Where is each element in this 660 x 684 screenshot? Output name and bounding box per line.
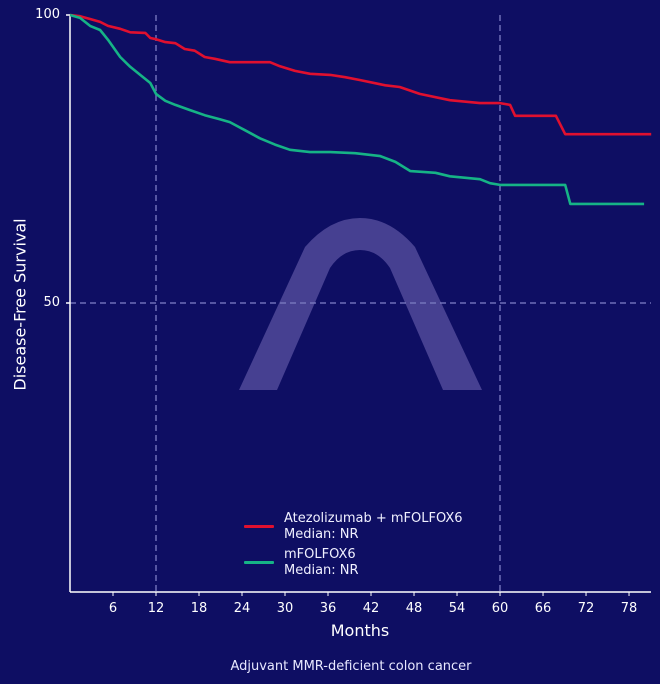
y-axis-label: Disease-Free Survival (10, 218, 30, 391)
legend-label: Atezolizumab + mFOLFOX6 (284, 511, 463, 526)
x-tick-label: 60 (491, 601, 509, 616)
legend-item-mfolfox6: mFOLFOX6 Median: NR (244, 547, 463, 579)
x-tick-label: 12 (147, 601, 165, 616)
x-tick-label: 42 (362, 601, 380, 616)
x-tick-label: 6 (108, 601, 118, 616)
y-tick-50: 50 (43, 295, 60, 310)
chart-caption: Adjuvant MMR-deficient colon cancer (230, 659, 472, 674)
x-tick-label: 66 (534, 601, 552, 616)
series-mfolfox6 (69, 13, 645, 206)
x-tick-label: 30 (276, 601, 294, 616)
x-tick-label: 36 (319, 601, 337, 616)
axes (66, 14, 651, 593)
y-tick-100: 100 (35, 7, 60, 22)
series-atezolizumab-mfolfox6 (69, 13, 652, 136)
legend-median: Median: NR (284, 527, 359, 542)
legend: Atezolizumab + mFOLFOX6 Median: NR mFOLF… (244, 511, 463, 583)
x-tick-label: 18 (190, 601, 208, 616)
reference-lines (70, 15, 651, 592)
x-tick-label: 78 (620, 601, 638, 616)
x-axis-label: Months (330, 621, 390, 640)
legend-label: mFOLFOX6 (284, 547, 356, 562)
watermark-logo-icon (239, 218, 482, 390)
x-tick-marks (112, 592, 630, 596)
legend-median: Median: NR (284, 563, 359, 578)
legend-swatch-red (244, 525, 274, 528)
legend-item-atezolizumab: Atezolizumab + mFOLFOX6 Median: NR (244, 511, 463, 543)
x-tick-label: 24 (233, 601, 251, 616)
x-tick-label: 72 (577, 601, 595, 616)
legend-swatch-green (244, 561, 274, 564)
x-tick-label: 54 (448, 601, 466, 616)
x-tick-label: 48 (405, 601, 423, 616)
